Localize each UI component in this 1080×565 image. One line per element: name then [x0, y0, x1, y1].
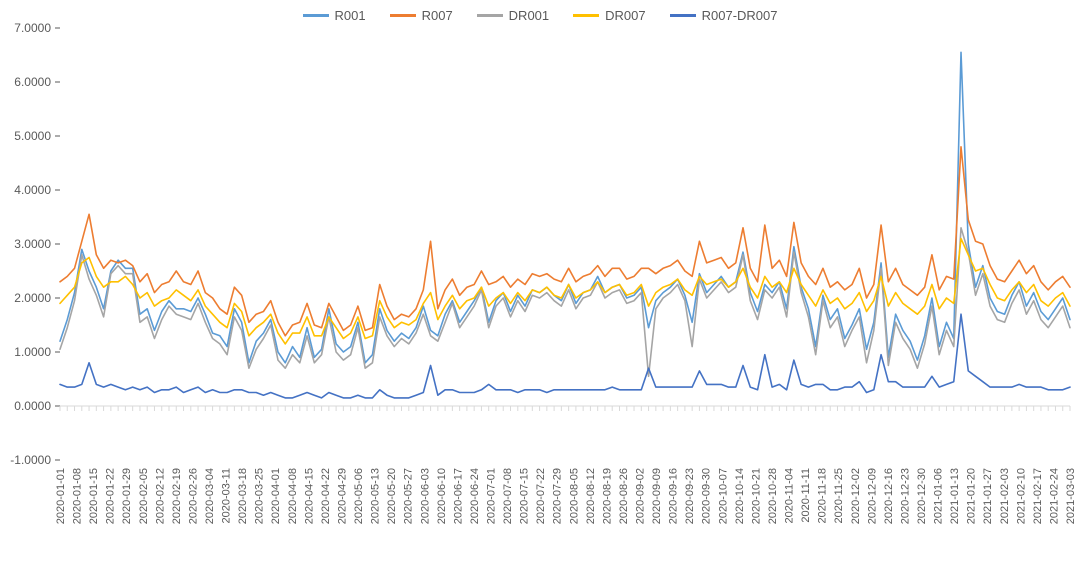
svg-text:2021-01-06: 2021-01-06: [933, 468, 945, 524]
svg-text:5.0000: 5.0000: [14, 129, 51, 143]
svg-text:2020-03-18: 2020-03-18: [237, 468, 249, 524]
svg-text:2020-04-01: 2020-04-01: [270, 468, 282, 524]
svg-text:2020-04-08: 2020-04-08: [287, 468, 299, 524]
svg-text:2021-03-03: 2021-03-03: [1065, 468, 1077, 524]
svg-text:2020-12-02: 2020-12-02: [850, 468, 862, 524]
svg-text:2020-02-05: 2020-02-05: [138, 468, 150, 524]
legend-label: R007-DR007: [702, 8, 778, 23]
svg-text:2020-01-01: 2020-01-01: [55, 468, 67, 524]
svg-text:4.0000: 4.0000: [14, 183, 51, 197]
svg-text:2021-02-17: 2021-02-17: [1032, 468, 1044, 524]
svg-text:2020-10-21: 2020-10-21: [750, 468, 762, 524]
svg-text:2020-11-18: 2020-11-18: [817, 468, 829, 523]
svg-text:2020-11-11: 2020-11-11: [800, 468, 812, 523]
svg-text:2020-09-09: 2020-09-09: [651, 468, 663, 524]
svg-text:2020-06-03: 2020-06-03: [419, 468, 431, 524]
legend: R001 R007 DR001 DR007 R007-DR007: [0, 0, 1080, 23]
svg-text:2020-05-13: 2020-05-13: [370, 468, 382, 524]
svg-text:2020-09-30: 2020-09-30: [701, 468, 713, 524]
legend-swatch: [573, 14, 599, 17]
svg-text:2020-01-29: 2020-01-29: [121, 468, 133, 524]
legend-swatch: [390, 14, 416, 17]
svg-text:2020-03-11: 2020-03-11: [221, 468, 233, 523]
svg-text:2021-02-03: 2021-02-03: [999, 468, 1011, 524]
svg-text:2020-07-29: 2020-07-29: [552, 468, 564, 524]
legend-item-R007-DR007: R007-DR007: [670, 8, 778, 23]
svg-text:2020-12-09: 2020-12-09: [866, 468, 878, 524]
legend-item-R007: R007: [390, 8, 453, 23]
svg-text:2020-08-26: 2020-08-26: [618, 468, 630, 524]
svg-text:2020-04-15: 2020-04-15: [303, 468, 315, 524]
svg-text:2020-06-17: 2020-06-17: [452, 468, 464, 524]
svg-text:2020-01-22: 2020-01-22: [105, 468, 117, 524]
svg-text:2020-08-19: 2020-08-19: [601, 468, 613, 524]
svg-text:2020-06-24: 2020-06-24: [469, 468, 481, 524]
svg-text:2020-12-30: 2020-12-30: [916, 468, 928, 524]
svg-text:2020-02-12: 2020-02-12: [154, 468, 166, 524]
svg-text:2.0000: 2.0000: [14, 291, 51, 305]
svg-text:2020-02-19: 2020-02-19: [171, 468, 183, 524]
svg-text:2020-10-28: 2020-10-28: [767, 468, 779, 524]
svg-text:2020-03-04: 2020-03-04: [204, 468, 216, 524]
svg-text:2020-01-08: 2020-01-08: [72, 468, 84, 524]
svg-text:2021-01-20: 2021-01-20: [966, 468, 978, 524]
svg-text:2021-01-13: 2021-01-13: [949, 468, 961, 524]
svg-text:2021-02-10: 2021-02-10: [1015, 468, 1027, 524]
legend-label: DR007: [605, 8, 645, 23]
legend-item-DR007: DR007: [573, 8, 645, 23]
legend-label: R001: [335, 8, 366, 23]
svg-text:1.0000: 1.0000: [14, 345, 51, 359]
svg-text:2020-05-27: 2020-05-27: [403, 468, 415, 524]
legend-item-R001: R001: [303, 8, 366, 23]
svg-text:2020-07-15: 2020-07-15: [519, 468, 531, 524]
svg-text:2020-08-05: 2020-08-05: [568, 468, 580, 524]
svg-text:2020-07-01: 2020-07-01: [485, 468, 497, 524]
legend-swatch: [670, 14, 696, 17]
svg-text:2020-12-16: 2020-12-16: [883, 468, 895, 524]
svg-text:2020-11-04: 2020-11-04: [784, 468, 796, 523]
svg-text:2021-01-27: 2021-01-27: [982, 468, 994, 524]
legend-item-DR001: DR001: [477, 8, 549, 23]
svg-text:6.0000: 6.0000: [14, 75, 51, 89]
svg-text:2020-05-20: 2020-05-20: [386, 468, 398, 524]
svg-text:2020-12-23: 2020-12-23: [899, 468, 911, 524]
line-chart: -1.0000 0.0000 1.0000 2.0000 3.0000 4.0000 5.0…: [0, 0, 1080, 565]
svg-text:2021-02-24: 2021-02-24: [1048, 468, 1060, 524]
svg-text:-1.0000: -1.0000: [10, 453, 51, 467]
series-R001: [60, 52, 1070, 363]
chart-container: R001 R007 DR001 DR007 R007-DR007 -1.0000 0.00…: [0, 0, 1080, 565]
svg-text:2020-10-14: 2020-10-14: [734, 468, 746, 524]
svg-text:2020-10-07: 2020-10-07: [717, 468, 729, 524]
svg-text:2020-03-25: 2020-03-25: [254, 468, 266, 524]
svg-text:2020-08-12: 2020-08-12: [585, 468, 597, 524]
legend-label: R007: [422, 8, 453, 23]
legend-label: DR001: [509, 8, 549, 23]
svg-text:2020-05-06: 2020-05-06: [353, 468, 365, 524]
svg-text:2020-01-15: 2020-01-15: [88, 468, 100, 524]
svg-text:2020-04-29: 2020-04-29: [336, 468, 348, 524]
svg-text:2020-09-02: 2020-09-02: [635, 468, 647, 524]
svg-text:2020-09-23: 2020-09-23: [684, 468, 696, 524]
legend-swatch: [303, 14, 329, 17]
legend-swatch: [477, 14, 503, 17]
svg-text:3.0000: 3.0000: [14, 237, 51, 251]
svg-text:2020-09-16: 2020-09-16: [668, 468, 680, 524]
svg-text:2020-07-22: 2020-07-22: [535, 468, 547, 524]
svg-text:0.0000: 0.0000: [14, 399, 51, 413]
svg-text:7.0000: 7.0000: [14, 21, 51, 35]
svg-text:2020-11-25: 2020-11-25: [833, 468, 845, 523]
svg-text:2020-04-22: 2020-04-22: [320, 468, 332, 524]
series-R007: [60, 147, 1070, 336]
svg-text:2020-02-26: 2020-02-26: [187, 468, 199, 524]
svg-text:2020-07-08: 2020-07-08: [502, 468, 514, 524]
svg-text:2020-06-10: 2020-06-10: [436, 468, 448, 524]
